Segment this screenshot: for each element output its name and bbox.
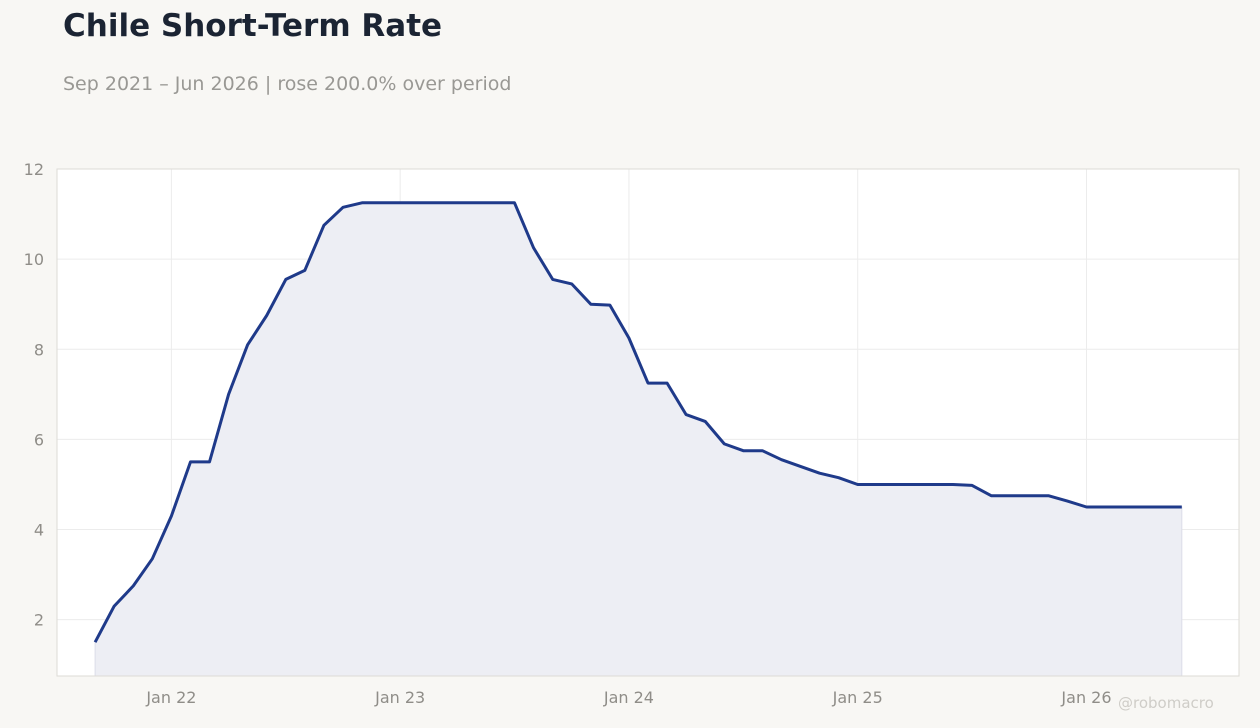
y-tick-label: 6	[34, 430, 44, 449]
x-tick-label: Jan 24	[603, 688, 654, 707]
y-tick-label: 2	[34, 611, 44, 630]
y-axis: 2 4 6 8 10 12	[24, 160, 44, 630]
y-tick-label: 8	[34, 340, 44, 359]
x-tick-label: Jan 26	[1060, 688, 1111, 707]
y-tick-label: 4	[34, 521, 44, 540]
y-tick-label: 10	[24, 250, 44, 269]
chart-subtitle: Sep 2021 – Jun 2026 | rose 200.0% over p…	[63, 73, 512, 95]
series-line	[93, 201, 1182, 643]
y-tick-label: 12	[24, 160, 44, 179]
x-tick-label: Jan 23	[374, 688, 425, 707]
plot-frame	[56, 168, 1240, 677]
watermark: @robomacro	[1118, 694, 1214, 712]
chart-title: Chile Short-Term Rate	[63, 8, 443, 44]
x-axis: Jan 22 Jan 23 Jan 24 Jan 25 Jan 26	[145, 688, 1111, 707]
x-tick-label: Jan 25	[832, 688, 883, 707]
x-tick-label: Jan 22	[145, 688, 196, 707]
